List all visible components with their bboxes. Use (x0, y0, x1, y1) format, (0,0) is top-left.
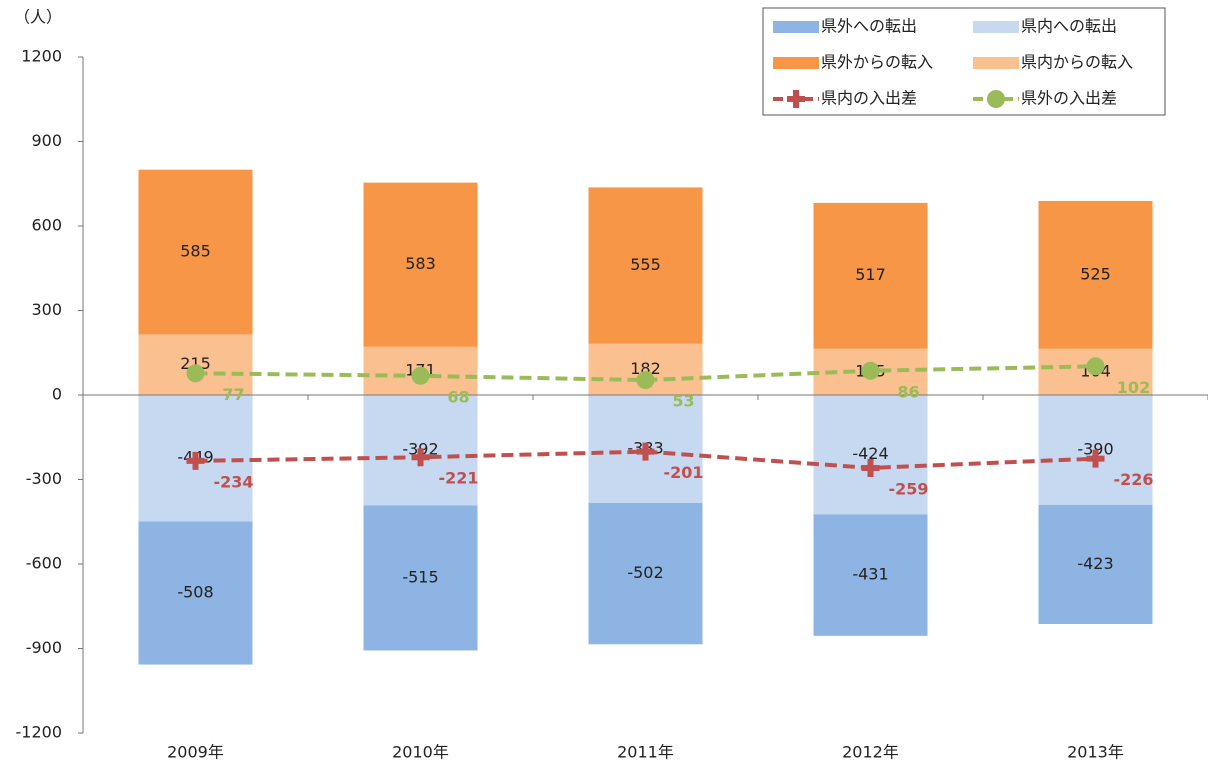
bar-value-label: 525 (1080, 264, 1111, 283)
line-value-label: -221 (438, 469, 478, 488)
marker (636, 371, 655, 390)
bar (363, 182, 478, 347)
marker (1086, 449, 1105, 468)
marker (411, 366, 430, 385)
line-value-label: -226 (1113, 470, 1153, 489)
y-axis-label: （人） (14, 8, 62, 27)
line-value-label: 68 (447, 387, 469, 406)
line-value-label: 102 (1117, 378, 1150, 397)
bar (1038, 200, 1153, 349)
legend-marker (987, 90, 1005, 108)
line-value-label: -259 (888, 479, 928, 498)
bar-value-label: -508 (177, 583, 213, 602)
legend-marker (787, 90, 805, 108)
bar (813, 514, 928, 636)
legend-label: 県外からの転入 (821, 53, 933, 72)
y-tick-label: 0 (52, 385, 62, 404)
y-tick-label: 1200 (21, 47, 62, 66)
bar (363, 505, 478, 651)
bar-value-label: 585 (180, 242, 211, 261)
marker (861, 458, 880, 477)
x-tick-label: 2010年 (392, 743, 449, 762)
legend-box (762, 7, 1166, 116)
x-tick-label: 2012年 (842, 743, 899, 762)
marker (411, 448, 430, 467)
bar (138, 169, 253, 335)
marker (636, 442, 655, 461)
bar-value-label: 182 (630, 359, 661, 378)
y-tick-label: 900 (31, 131, 62, 150)
bar (138, 521, 253, 665)
marker (186, 451, 205, 470)
y-tick-label: -1200 (16, 723, 63, 742)
bar (1038, 504, 1153, 624)
legend-label: 県外の入出差 (1021, 89, 1117, 108)
legend-swatch (773, 57, 819, 69)
bar-value-label: 517 (855, 265, 886, 284)
bar-value-label: 555 (630, 255, 661, 274)
bar-value-label: -423 (1077, 554, 1113, 573)
bar-value-label: -431 (852, 565, 888, 584)
line-value-label: -201 (663, 463, 703, 482)
legend-label: 県内の入出差 (821, 89, 917, 108)
legend-swatch (973, 21, 1019, 33)
bar-value-label: -515 (402, 567, 438, 586)
bar (813, 202, 928, 349)
legend-label: 県内への転出 (1021, 17, 1117, 36)
x-tick-label: 2009年 (167, 743, 224, 762)
line-value-label: 77 (222, 385, 244, 404)
marker (1086, 357, 1105, 376)
line-value-label: 53 (672, 392, 694, 411)
y-tick-label: -900 (26, 638, 62, 657)
x-tick-label: 2013年 (1067, 743, 1124, 762)
legend-label: 県内からの転入 (1021, 53, 1133, 72)
y-tick-label: 300 (31, 300, 62, 319)
marker (861, 361, 880, 380)
x-tick-label: 2011年 (617, 743, 674, 762)
bar-value-label: -502 (627, 563, 663, 582)
y-tick-label: -600 (26, 554, 62, 573)
legend-label: 県外への転出 (821, 17, 917, 36)
bar-value-label: 215 (180, 354, 211, 373)
y-tick-label: -300 (26, 469, 62, 488)
line-value-label: 86 (897, 382, 919, 401)
bar (588, 187, 703, 344)
y-tick-label: 600 (31, 216, 62, 235)
bar-value-label: 583 (405, 254, 436, 273)
legend-swatch (973, 57, 1019, 69)
legend-swatch (773, 21, 819, 33)
bar-value-label: -390 (1077, 439, 1113, 458)
marker (186, 364, 205, 383)
bar (588, 502, 703, 645)
bar (813, 395, 928, 515)
line-value-label: -234 (213, 472, 253, 491)
bar-value-label: -424 (852, 444, 888, 463)
